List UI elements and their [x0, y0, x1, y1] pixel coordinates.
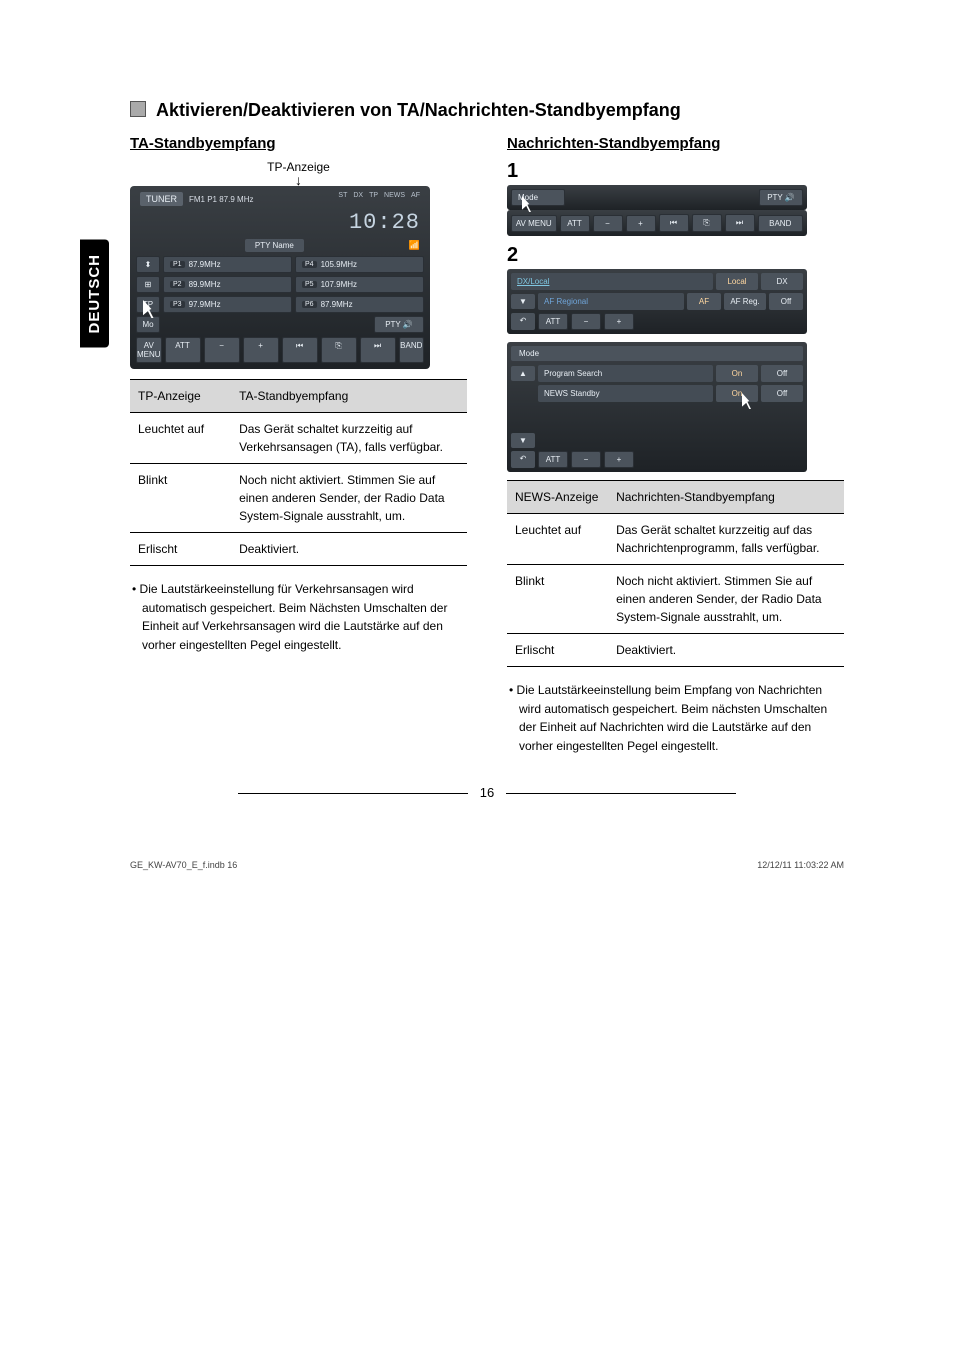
prev-button[interactable]: ⏮: [282, 337, 318, 363]
pty-button[interactable]: PTY 🔊: [759, 189, 803, 206]
table-cell: Deaktiviert.: [231, 533, 467, 566]
table-cell: Das Gerät schaltet kurzzeitig auf das Na…: [608, 514, 844, 565]
news-standby-label: NEWS Standby: [538, 385, 713, 402]
on-option[interactable]: On: [716, 365, 758, 382]
table-cell: Leuchtet auf: [130, 413, 231, 464]
preset-p5[interactable]: P5107.9MHz: [295, 276, 424, 293]
tuner-badge: TUNER: [140, 192, 183, 206]
band-button[interactable]: BAND: [758, 215, 804, 232]
att-button[interactable]: ATT: [560, 215, 590, 232]
left-bullet: Die Lautstärkeeinstellung für Verkehrsan…: [130, 580, 467, 654]
table-cell: Erlischt: [507, 634, 608, 667]
settings-shot-b: Mode ▲ Program Search On Off NEWS Standb…: [507, 342, 807, 472]
down-arrow-icon[interactable]: ▼: [511, 433, 535, 448]
next-button[interactable]: ⏭: [725, 214, 755, 232]
back-icon[interactable]: ↶: [511, 313, 535, 330]
table-cell: Blinkt: [507, 565, 608, 634]
tuner-band-freq: FM1 P1 87.9 MHz: [189, 195, 253, 204]
tuner-screenshot: TUNER FM1 P1 87.9 MHz ST DX TP NEWS AF 1…: [130, 186, 430, 369]
side-icon[interactable]: ⊞: [136, 276, 160, 293]
avmenu-button[interactable]: AV MENU: [136, 337, 162, 363]
left-heading: TA-Standbyempfang: [130, 135, 467, 152]
tuner-clock: 10:28: [349, 210, 420, 235]
dx-local-label: DX/Local: [511, 273, 713, 290]
att-button[interactable]: ATT: [165, 337, 201, 363]
list-button[interactable]: ⎘: [321, 337, 357, 363]
table-cell: Deaktiviert.: [608, 634, 844, 667]
vol-down-button[interactable]: −: [571, 313, 601, 330]
preset-p3[interactable]: P397.9MHz: [163, 296, 292, 313]
list-button[interactable]: ⎘: [692, 214, 722, 232]
off-option[interactable]: Off: [769, 293, 803, 310]
news-on-option[interactable]: On: [716, 385, 758, 402]
program-search-label: Program Search: [538, 365, 713, 382]
mode-button[interactable]: Mode: [511, 189, 565, 206]
pty-name-label: PTY Name: [245, 239, 304, 252]
table-cell: Noch nicht aktiviert. Stimmen Sie auf ei…: [608, 565, 844, 634]
mode-bar-bottom: AV MENU ATT − + ⏮ ⎘ ⏭ BAND: [507, 210, 807, 236]
mode-header: Mode: [511, 346, 803, 361]
avmenu-button[interactable]: AV MENU: [511, 215, 557, 232]
att-button[interactable]: ATT: [538, 451, 568, 468]
vol-down-button[interactable]: −: [593, 215, 623, 232]
step-2: 2: [507, 244, 844, 267]
table-cell: Blinkt: [130, 464, 231, 533]
att-button[interactable]: ATT: [538, 313, 568, 330]
preset-p4[interactable]: P4105.9MHz: [295, 256, 424, 273]
off-option[interactable]: Off: [761, 365, 803, 382]
tp-table: TP-Anzeige TA-Standbyempfang Leuchtet au…: [130, 379, 467, 566]
side-icon[interactable]: Mo: [136, 316, 160, 333]
af-option[interactable]: AF: [687, 293, 721, 310]
section-title: Aktivieren/Deaktivieren von TA/Nachricht…: [130, 100, 844, 121]
up-arrow-icon[interactable]: ▲: [511, 366, 535, 381]
footer-timestamp: 12/12/11 11:03:22 AM: [757, 860, 844, 870]
prev-button[interactable]: ⏮: [659, 214, 689, 232]
preset-p1[interactable]: P187.9MHz: [163, 256, 292, 273]
news-table-head-1: NEWS-Anzeige: [507, 481, 608, 514]
tp-side-button[interactable]: TP: [136, 296, 160, 313]
right-bullet: Die Lautstärkeeinstellung beim Empfang v…: [507, 681, 844, 755]
table-cell: Erlischt: [130, 533, 231, 566]
preset-p2[interactable]: P289.9MHz: [163, 276, 292, 293]
af-regional-label: AF Regional: [538, 293, 684, 310]
settings-shot-a: DX/Local Local DX ▼ AF Regional AF AF Re…: [507, 269, 807, 334]
down-arrow-icon[interactable]: ▼: [511, 294, 535, 309]
dx-option[interactable]: DX: [761, 273, 803, 290]
table-cell: Das Gerät schaltet kurzzeitig auf Verkeh…: [231, 413, 467, 464]
news-table-head-2: Nachrichten-Standbyempfang: [608, 481, 844, 514]
pty-button[interactable]: PTY 🔊: [374, 316, 424, 333]
vol-up-button[interactable]: +: [604, 451, 634, 468]
news-table: NEWS-Anzeige Nachrichten-Standbyempfang …: [507, 480, 844, 667]
page-number: 16: [130, 785, 844, 800]
footer-filename: GE_KW-AV70_E_f.indb 16: [130, 860, 237, 870]
vol-down-button[interactable]: −: [204, 337, 240, 363]
table-cell: Leuchtet auf: [507, 514, 608, 565]
preset-p6[interactable]: P687.9MHz: [295, 296, 424, 313]
band-button[interactable]: BAND: [399, 337, 424, 363]
tp-table-head-2: TA-Standbyempfang: [231, 380, 467, 413]
afreg-option[interactable]: AF Reg.: [724, 293, 766, 310]
right-heading: Nachrichten-Standbyempfang: [507, 135, 844, 152]
back-icon[interactable]: ↶: [511, 451, 535, 468]
tuner-flags: ST DX TP NEWS AF: [338, 192, 420, 199]
step-1: 1: [507, 160, 844, 183]
mode-bar: Mode PTY 🔊: [507, 185, 807, 210]
news-off-option[interactable]: Off: [761, 385, 803, 402]
table-cell: Noch nicht aktiviert. Stimmen Sie auf ei…: [231, 464, 467, 533]
vol-up-button[interactable]: +: [243, 337, 279, 363]
tp-table-head-1: TP-Anzeige: [130, 380, 231, 413]
language-tab: DEUTSCH: [80, 240, 109, 348]
signal-icon: 📶: [409, 240, 420, 251]
local-option[interactable]: Local: [716, 273, 758, 290]
side-icon[interactable]: ⬍: [136, 256, 160, 273]
vol-up-button[interactable]: +: [604, 313, 634, 330]
vol-up-button[interactable]: +: [626, 215, 656, 232]
vol-down-button[interactable]: −: [571, 451, 601, 468]
next-button[interactable]: ⏭: [360, 337, 396, 363]
